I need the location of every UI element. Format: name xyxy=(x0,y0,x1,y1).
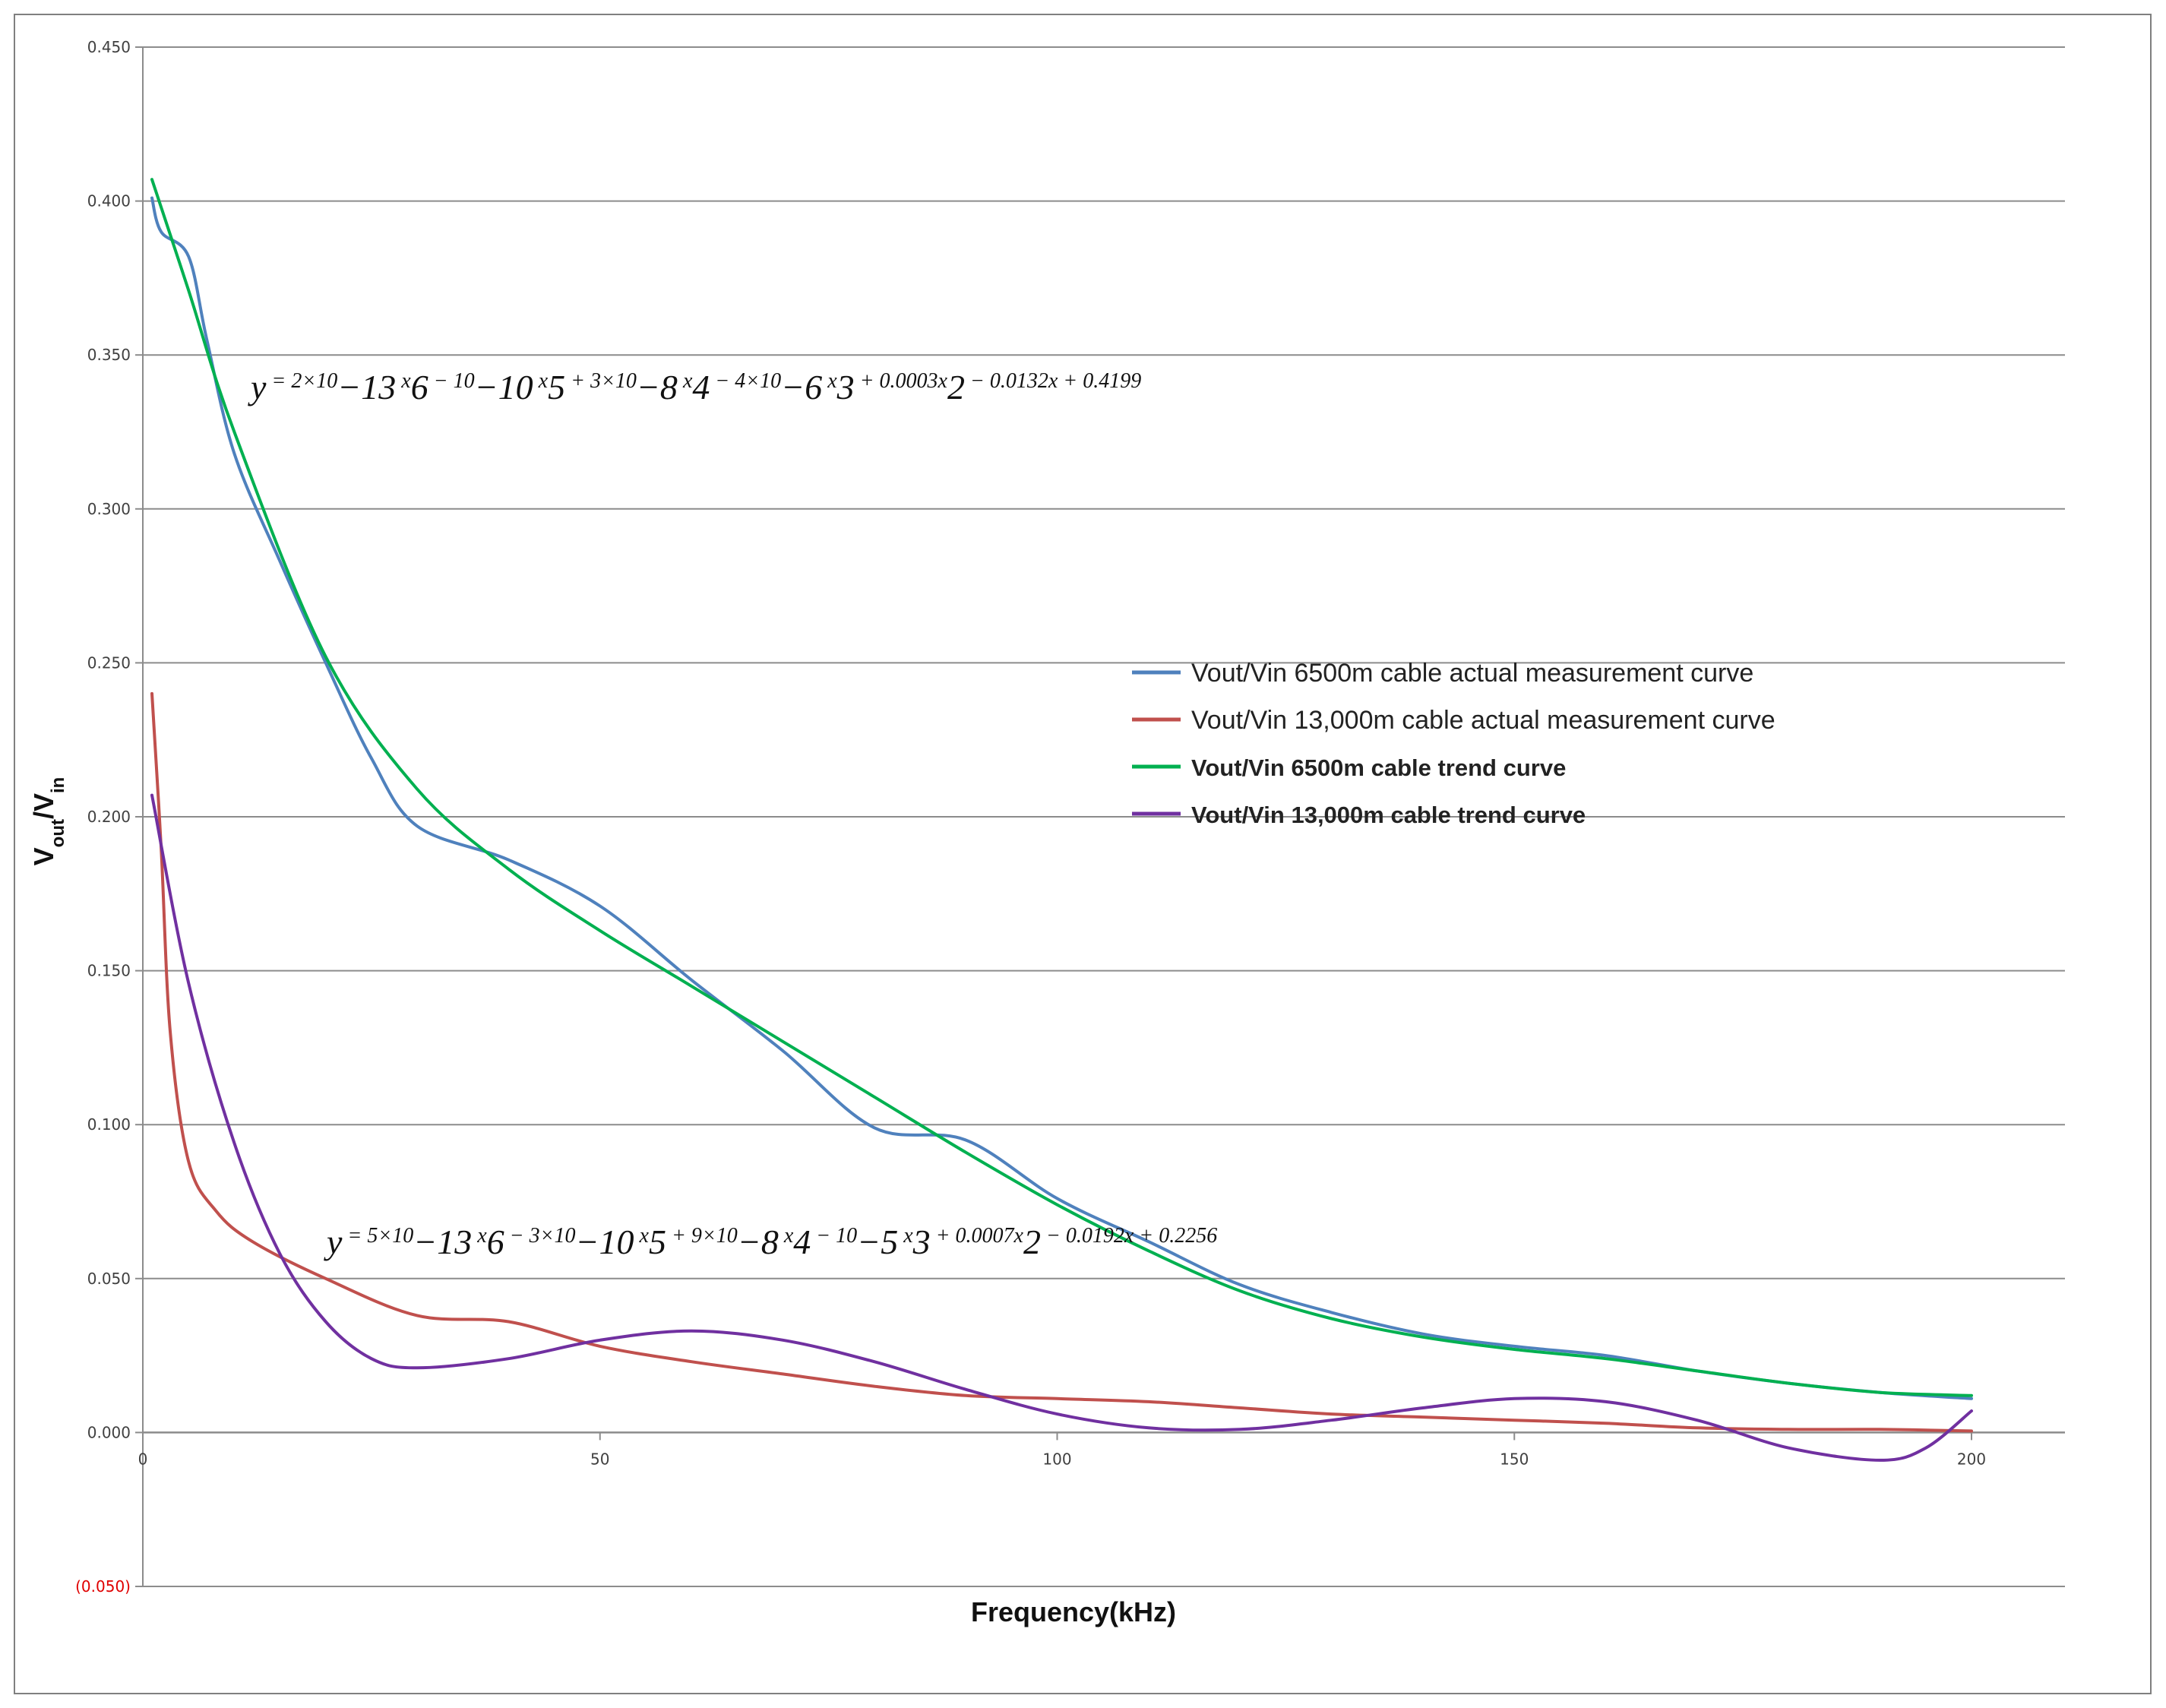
x-tick-label: 100 xyxy=(1042,1450,1071,1468)
equation-term: −13 xyxy=(337,368,396,406)
equation-term: −13 xyxy=(413,1222,472,1261)
legend-label: Vout/Vin 13,000m cable actual measuremen… xyxy=(1191,706,1775,735)
y-axis-label-subscript: in xyxy=(48,777,68,793)
equation-term: 2 xyxy=(947,368,965,406)
trend-equation-13000m: y = 5×10−13 x6 − 3×10−10 x5 + 9×10−8 x4 … xyxy=(324,1222,1217,1261)
y-axis-label-part: V xyxy=(28,847,59,865)
gridlines xyxy=(135,46,2065,1587)
equation-term: 6 xyxy=(411,368,428,406)
equation-exponent: − 0.0192x + 0.2256 xyxy=(1041,1224,1217,1248)
equation-exponent: x xyxy=(678,369,693,393)
series-6500m-measured-line xyxy=(150,196,1973,1400)
chart-frame xyxy=(14,14,2152,1694)
y-axis-label: Vout/Vin xyxy=(28,777,68,866)
equation-exponent: x xyxy=(898,1224,913,1248)
y-tick-label: 0.000 xyxy=(87,1423,131,1441)
equation-term: y xyxy=(248,368,267,406)
equation-term: −6 xyxy=(781,368,822,406)
equation-term: 4 xyxy=(793,1222,811,1261)
equation-exponent: = 5×10 xyxy=(342,1224,413,1248)
equation-term: −8 xyxy=(637,368,678,406)
equation-exponent: + 0.0007x xyxy=(931,1224,1024,1248)
x-tick-label: 0 xyxy=(138,1450,148,1468)
series-13000m-measured-line xyxy=(150,691,1973,1433)
equation-term: 4 xyxy=(692,368,710,406)
equation-term: −10 xyxy=(475,368,533,406)
x-tick-labels: 0 50 100 150 200 xyxy=(138,1432,1986,1468)
equation-exponent: − 10 xyxy=(811,1224,857,1248)
y-tick-label: 0.150 xyxy=(87,962,131,980)
equation-exponent: x xyxy=(634,1224,650,1248)
series-6500m-trend-line xyxy=(150,178,1973,1397)
series-13000m-trend-line xyxy=(150,793,1973,1462)
x-tick-label: 150 xyxy=(1500,1450,1529,1468)
y-axis-label-part: /V xyxy=(28,793,59,819)
equation-exponent: = 2×10 xyxy=(266,369,337,393)
y-tick-label: 0.200 xyxy=(87,808,131,826)
trend-equations: y = 2×10−13 x6 − 10−10 x5 + 3×10−8 x4 − … xyxy=(248,368,1217,1261)
y-tick-label: 0.350 xyxy=(87,346,131,364)
equation-term: y xyxy=(324,1222,343,1261)
y-tick-label: 0.400 xyxy=(87,192,131,210)
legend-label: Vout/Vin 6500m cable actual measurement … xyxy=(1191,659,1753,688)
equation-exponent: + 3×10 xyxy=(565,369,637,393)
x-tick-label: 50 xyxy=(590,1450,609,1468)
series-lines xyxy=(150,178,1973,1462)
equation-exponent: x xyxy=(822,369,837,393)
y-tick-label: (0.050) xyxy=(75,1577,131,1596)
equation-exponent: − 4×10 xyxy=(710,369,781,393)
equation-exponent: x xyxy=(396,369,411,393)
equation-exponent: + 0.0003x xyxy=(855,369,948,393)
equation-exponent: x xyxy=(533,369,549,393)
equation-term: −8 xyxy=(738,1222,779,1261)
equation-exponent: x xyxy=(472,1224,487,1248)
equation-exponent: − 0.0132x + 0.4199 xyxy=(965,369,1141,393)
equation-term: 5 xyxy=(649,1222,666,1261)
equation-term: 5 xyxy=(548,368,565,406)
equation-term: 2 xyxy=(1023,1222,1041,1261)
y-tick-label: 0.300 xyxy=(87,500,131,518)
equation-term: −5 xyxy=(857,1222,898,1261)
y-axis-label-subscript: out xyxy=(48,819,68,847)
equation-term: 3 xyxy=(836,368,855,406)
x-axis-label: Frequency(kHz) xyxy=(971,1596,1176,1627)
y-tick-label: 0.250 xyxy=(87,653,131,672)
legend: Vout/Vin 6500m cable actual measurement … xyxy=(1132,659,1775,828)
equation-term: 6 xyxy=(487,1222,504,1261)
legend-label: Vout/Vin 6500m cable trend curve xyxy=(1191,754,1566,781)
trend-equation-6500m: y = 2×10−13 x6 − 10−10 x5 + 3×10−8 x4 − … xyxy=(248,368,1141,406)
y-tick-label: 0.100 xyxy=(87,1115,131,1134)
axes xyxy=(142,47,2065,1586)
x-tick-label: 200 xyxy=(1957,1450,1986,1468)
y-tick-label: 0.050 xyxy=(87,1270,131,1288)
y-tick-labels: (0.050) 0.000 0.050 0.100 0.150 0.200 0.250 0.3… xyxy=(75,38,131,1596)
equation-term: −10 xyxy=(576,1222,634,1261)
equation-exponent: + 9×10 xyxy=(666,1224,738,1248)
equation-term: 3 xyxy=(912,1222,931,1261)
equation-exponent: x xyxy=(779,1224,794,1248)
equation-exponent: − 3×10 xyxy=(504,1224,576,1248)
legend-label: Vout/Vin 13,000m cable trend curve xyxy=(1191,802,1586,828)
equation-exponent: − 10 xyxy=(428,369,475,393)
y-tick-label: 0.450 xyxy=(87,38,131,56)
